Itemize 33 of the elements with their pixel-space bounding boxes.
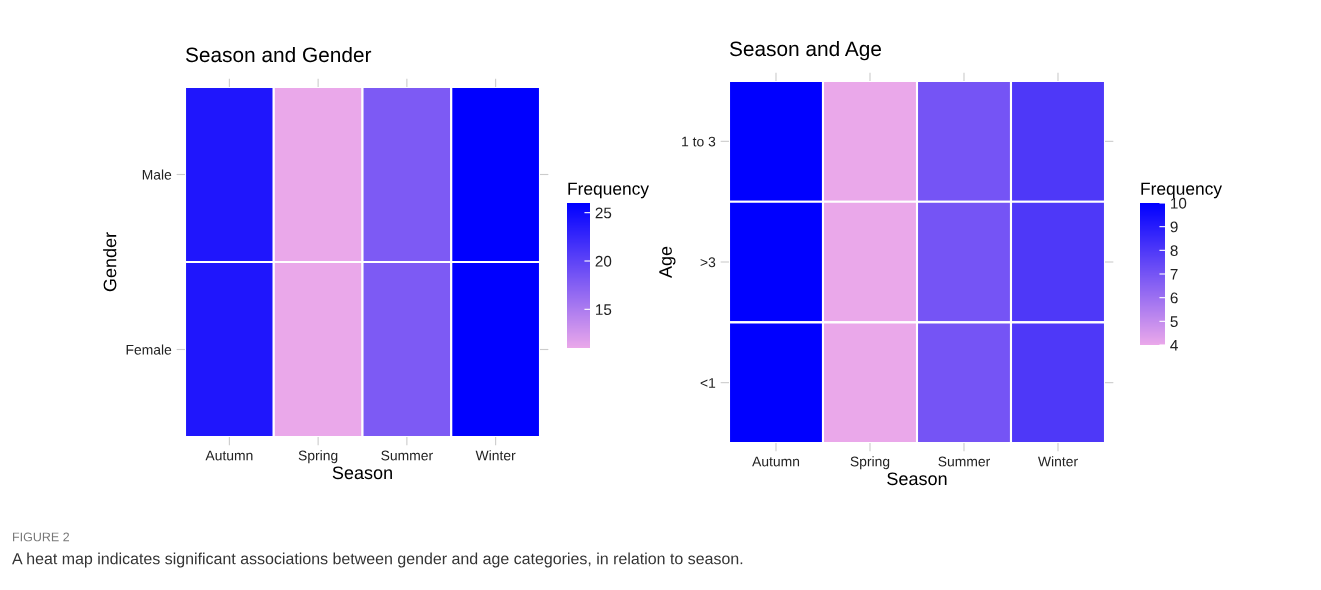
y-tick-label: >3 (700, 257, 716, 268)
x-tick-label: Winter (475, 450, 516, 461)
x-tick-label: Winter (1038, 456, 1078, 467)
color-bar-label: 5 (1170, 316, 1178, 328)
x-tick-label: Spring (298, 450, 338, 464)
x-tick-label: Spring (850, 456, 890, 470)
y-tick-label: <1 (700, 378, 716, 388)
color-bar-label: 7 (1170, 269, 1178, 280)
color-bar-label: 10 (1171, 197, 1187, 209)
color-bar-label: 8 (1170, 245, 1178, 257)
x-tick-label: Summer (381, 450, 433, 461)
x-axis-title: Season (887, 472, 947, 486)
color-bar-title: Frequency (568, 182, 649, 199)
y-tick-label: 1 to 3 (682, 136, 716, 147)
y-axis-title: Gender (103, 232, 117, 292)
x-tick-label: Summer (938, 456, 991, 467)
color-bar-label: 25 (595, 207, 612, 219)
y-tick-label: Female (126, 344, 172, 355)
x-tick-label: Autumn (752, 456, 800, 467)
color-bar-label: 9 (1170, 221, 1178, 233)
color-bar-title: Frequency (1141, 182, 1222, 199)
y-tick-label: Male (142, 169, 172, 180)
color-bar-label: 20 (595, 255, 612, 267)
y-axis-title: Age (659, 246, 676, 279)
x-axis-title: Season (332, 466, 392, 480)
chart-title: Season and Age (729, 40, 881, 61)
x-tick-label: Autumn (205, 450, 253, 461)
text: A heat map indicates significant associations between gender and age categories, in relation to season. (12, 552, 743, 568)
caption: FIGURE 2 (13, 532, 70, 542)
color-bar-label: 4 (1170, 340, 1178, 351)
chart-title: Season and Gender (185, 46, 372, 63)
color-bar-label: 15 (596, 304, 612, 316)
color-bar-label: 6 (1170, 292, 1178, 304)
